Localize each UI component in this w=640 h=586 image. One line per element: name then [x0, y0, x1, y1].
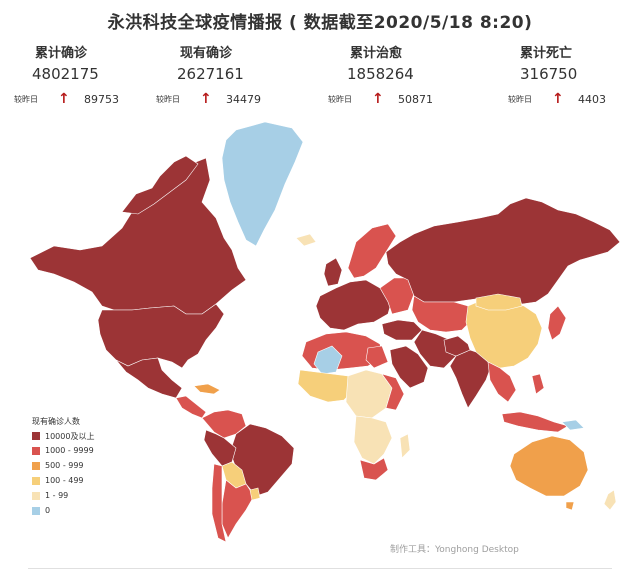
- delta-value: 50871: [398, 93, 433, 106]
- region-philippines[interactable]: [531, 373, 545, 395]
- legend-item: 10000及以上: [32, 430, 142, 445]
- stats-panel: 累计确诊 4802175 较昨日 ↑ 89753 现有确诊 2627161 较昨…: [0, 40, 640, 112]
- up-arrow-icon: ↑: [200, 91, 212, 107]
- delta-value: 4403: [578, 93, 606, 106]
- region-japan[interactable]: [547, 305, 567, 341]
- legend-swatch: [32, 447, 40, 455]
- legend-title: 现有确诊人数: [32, 417, 80, 426]
- legend-label: 0: [45, 506, 51, 515]
- region-caribbean[interactable]: [193, 383, 221, 395]
- footer-divider: [28, 568, 612, 569]
- legend-label: 10000及以上: [45, 432, 95, 441]
- region-western-sahara[interactable]: [313, 345, 343, 375]
- legend-item: 0: [32, 505, 142, 520]
- legend-item: 1000 - 9999: [32, 445, 142, 460]
- region-turkey[interactable]: [381, 319, 423, 341]
- delta-label: 较昨日: [156, 95, 180, 104]
- legend-item: 1 - 99: [32, 490, 142, 505]
- region-tasmania[interactable]: [565, 501, 575, 511]
- stat-delta-row: 较昨日 ↑ 50871: [328, 92, 488, 108]
- region-southeast-asia[interactable]: [487, 361, 517, 403]
- stat-value: 316750: [520, 65, 578, 83]
- region-mongolia[interactable]: [475, 293, 523, 311]
- up-arrow-icon: ↑: [58, 91, 70, 107]
- legend-swatch: [32, 462, 40, 470]
- map-legend: 现有确诊人数 10000及以上 1000 - 9999 500 - 999 10…: [32, 416, 142, 520]
- region-indonesia[interactable]: [501, 411, 569, 433]
- stat-delta-row: 较昨日 ↑ 4403: [508, 92, 640, 108]
- region-eastern-europe[interactable]: [379, 277, 415, 315]
- stat-delta-row: 较昨日 ↑ 89753: [14, 92, 174, 108]
- world-map: [29, 121, 621, 543]
- region-canada[interactable]: [29, 157, 247, 315]
- legend-swatch: [32, 492, 40, 500]
- up-arrow-icon: ↑: [372, 91, 384, 107]
- region-pakistan[interactable]: [443, 335, 471, 357]
- region-mexico[interactable]: [115, 357, 183, 399]
- region-uruguay[interactable]: [249, 487, 261, 501]
- region-russia[interactable]: [385, 197, 621, 305]
- region-south-africa[interactable]: [359, 457, 389, 481]
- region-papua-new-guinea[interactable]: [561, 419, 585, 431]
- stat-value: 2627161: [177, 65, 244, 83]
- stat-value: 4802175: [32, 65, 99, 83]
- stat-label: 累计确诊: [35, 46, 88, 61]
- region-madagascar[interactable]: [399, 433, 411, 459]
- region-uk[interactable]: [323, 257, 343, 287]
- up-arrow-icon: ↑: [552, 91, 564, 107]
- legend-label: 1 - 99: [45, 491, 69, 500]
- region-greenland[interactable]: [221, 121, 304, 247]
- page-title: 永洪科技全球疫情播报 ( 数据截至2020/5/18 8:20): [107, 13, 533, 33]
- delta-value: 89753: [84, 93, 119, 106]
- region-australia[interactable]: [509, 435, 589, 497]
- stat-label: 累计治愈: [350, 46, 403, 61]
- region-east-africa[interactable]: [381, 373, 405, 411]
- region-southern-africa[interactable]: [353, 415, 393, 465]
- stat-delta-row: 较昨日 ↑ 34479: [156, 92, 316, 108]
- stat-value: 1858264: [347, 65, 414, 83]
- region-iceland[interactable]: [295, 233, 317, 247]
- legend-swatch: [32, 507, 40, 515]
- region-egypt[interactable]: [365, 345, 389, 369]
- region-new-zealand[interactable]: [603, 489, 617, 511]
- region-chile[interactable]: [211, 463, 227, 543]
- stat-label: 现有确诊: [180, 46, 233, 61]
- region-argentina[interactable]: [221, 479, 255, 539]
- region-usa[interactable]: [97, 303, 225, 369]
- credit-text: 制作工具：Yonghong Desktop: [390, 545, 519, 555]
- legend-swatch: [32, 432, 40, 440]
- legend-item: 500 - 999: [32, 460, 142, 475]
- legend-item: 100 - 499: [32, 475, 142, 490]
- region-scandinavia[interactable]: [347, 223, 397, 279]
- legend-label: 500 - 999: [45, 461, 84, 470]
- region-central-america[interactable]: [175, 395, 207, 419]
- region-colombia[interactable]: [201, 409, 247, 439]
- region-western-europe[interactable]: [315, 279, 393, 331]
- delta-label: 较昨日: [328, 95, 352, 104]
- stat-label: 累计死亡: [520, 46, 573, 61]
- delta-value: 34479: [226, 93, 261, 106]
- region-saudi-arabia[interactable]: [389, 345, 429, 389]
- legend-label: 1000 - 9999: [45, 446, 94, 455]
- delta-label: 较昨日: [14, 95, 38, 104]
- legend-swatch: [32, 477, 40, 485]
- region-arctic-islands[interactable]: [121, 155, 199, 215]
- delta-label: 较昨日: [508, 95, 532, 104]
- legend-label: 100 - 499: [45, 476, 84, 485]
